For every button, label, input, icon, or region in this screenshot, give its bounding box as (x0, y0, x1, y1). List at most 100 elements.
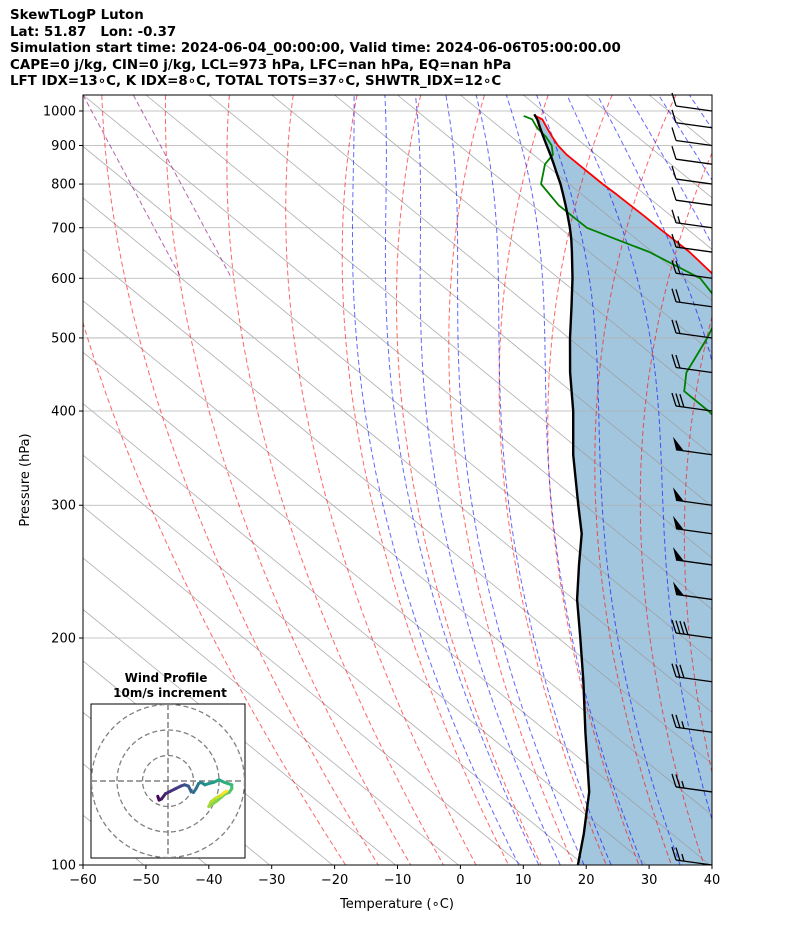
dry-adiabat-line (498, 95, 607, 865)
wind-barb (673, 487, 713, 506)
cape-cin-shading (534, 114, 712, 865)
hodograph-segment (222, 789, 229, 794)
hodograph-title: Wind Profile (125, 671, 208, 685)
dry-adiabat-line (285, 95, 477, 865)
x-tick-label: 0 (456, 873, 464, 888)
wind-barb (671, 146, 713, 165)
wind-barb (673, 436, 713, 456)
wind-barb (671, 319, 713, 339)
x-tick-label: −10 (384, 873, 411, 888)
moist-adiabat-line (445, 95, 585, 865)
y-tick-label: 500 (51, 331, 76, 346)
dry-adiabat-line (547, 95, 640, 865)
isotherm-line (271, 95, 712, 456)
moist-adiabat-line (415, 95, 561, 865)
y-tick-label: 400 (51, 405, 76, 420)
moist-adiabat-line (505, 95, 644, 865)
isotherm-line (83, 351, 711, 865)
wind-barb (671, 233, 713, 253)
y-tick-label: 1000 (43, 104, 76, 119)
isotherm-line (83, 454, 585, 865)
hodograph-segment (214, 792, 227, 803)
wind-barb (671, 619, 713, 639)
indices-text-1: CAPE=0 j/kg, CIN=0 j/kg, LCL=973 hPa, LF… (10, 57, 512, 73)
isotherm-line (83, 300, 712, 816)
wind-barb (671, 663, 713, 683)
wind-barb (671, 354, 713, 374)
parcel-line (533, 113, 591, 865)
wind-barb (671, 186, 713, 206)
x-tick-label: 40 (704, 873, 721, 888)
wind-barb (671, 392, 713, 412)
dewpoint-line (523, 115, 712, 416)
x-tick-label: 30 (641, 873, 658, 888)
x-tick-label: −50 (132, 873, 159, 888)
dry-adiabat-line (639, 151, 712, 865)
x-tick-label: −40 (195, 873, 222, 888)
location-text: Lat: 51.87 Lon: -0.37 (10, 24, 177, 40)
y-tick-label: 300 (51, 499, 76, 514)
isotherm-line (83, 248, 712, 765)
moist-adiabat-line (384, 95, 540, 865)
isotherm-line (334, 95, 712, 405)
hodograph-subtitle: 10m/s increment (113, 686, 227, 700)
moist-adiabat-line (596, 95, 712, 363)
y-tick-label: 700 (51, 221, 76, 236)
moist-adiabat-line (720, 95, 794, 865)
isotherm-line (83, 506, 522, 865)
wind-barb (671, 288, 713, 308)
dry-adiabat-line (83, 320, 347, 865)
dry-adiabat-line (448, 95, 575, 865)
y-tick-label: 100 (51, 859, 76, 874)
moist-adiabat-line (627, 95, 712, 246)
x-tick-label: −30 (258, 873, 285, 888)
x-tick-label: 20 (578, 873, 595, 888)
dry-adiabat-line (683, 315, 712, 775)
wind-barbs (671, 92, 713, 866)
wind-barb (671, 127, 713, 147)
isotherm-line (83, 95, 712, 610)
indices-text-2: LFT IDX=13∘C, K IDX=8∘C, TOTAL TOTS=37∘C… (10, 74, 502, 89)
wind-barb (673, 515, 713, 535)
time-text: Simulation start time: 2024-06-04_00:00:… (10, 41, 621, 56)
mixing-ratio-line (132, 95, 233, 279)
dry-adiabat-line (769, 95, 794, 865)
x-axis-label: Temperature (∘C) (339, 897, 454, 912)
isotherm-line (145, 95, 712, 559)
wind-barb (671, 209, 713, 229)
wind-barb (673, 581, 713, 601)
isotherm-line (208, 95, 712, 508)
wind-barb (671, 846, 713, 866)
wind-barb (671, 109, 713, 129)
moist-adiabat-line (475, 95, 612, 865)
isotherm-line (83, 403, 648, 865)
dry-adiabat-line (727, 95, 794, 865)
axes: −60 −50 −40 −30 −20 −10 0 10 20 30 40 100 200 300 400 5… (43, 104, 720, 888)
chart-title: SkewTLogP Luton (10, 8, 144, 23)
temperature-line (533, 114, 712, 275)
wind-barb (671, 773, 713, 793)
moist-adiabat-line (566, 95, 712, 822)
y-tick-label: 800 (51, 178, 76, 193)
dry-adiabat-line (101, 95, 379, 865)
isotherm-line (460, 95, 712, 302)
wind-barb (671, 165, 713, 185)
moist-adiabat-line (352, 95, 520, 865)
dry-adiabat-line (226, 95, 444, 865)
isotherm-line (83, 197, 712, 713)
x-tick-label: 10 (515, 873, 532, 888)
y-tick-label: 900 (51, 139, 76, 154)
dry-adiabat-line (594, 95, 677, 865)
dry-adiabat-line (341, 95, 509, 865)
moist-adiabat-line (536, 95, 681, 865)
y-tick-label: 600 (51, 272, 76, 287)
x-tick-label: −60 (69, 873, 96, 888)
wind-barb (673, 546, 713, 566)
isotherm-line (83, 557, 459, 865)
wind-barb (671, 92, 713, 112)
chart-header: SkewTLogP Luton Lat: 51.87 Lon: -0.37 Si… (10, 8, 621, 91)
mixing-ratio-line (83, 95, 182, 279)
y-tick-label: 200 (51, 632, 76, 647)
wind-barb (671, 260, 713, 279)
